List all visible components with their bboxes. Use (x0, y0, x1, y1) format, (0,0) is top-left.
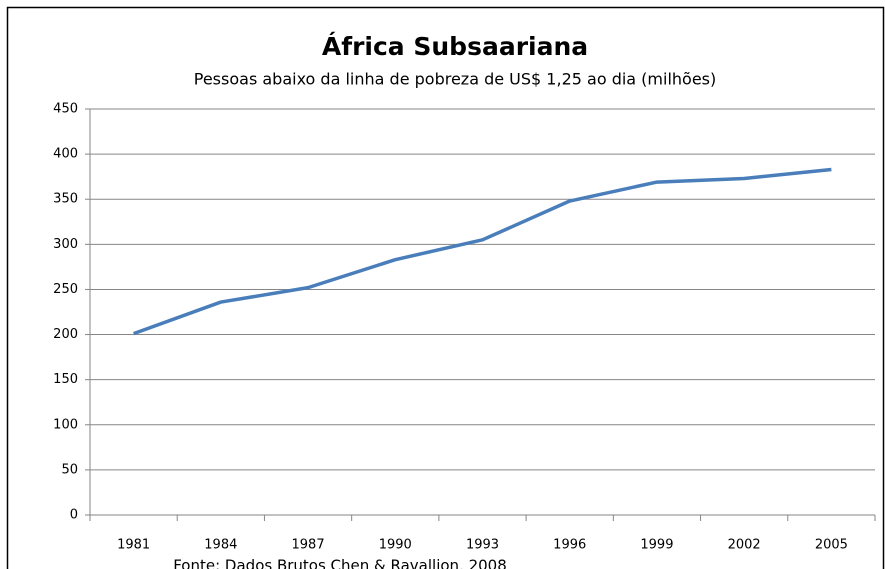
y-tick-label: 200 (53, 327, 78, 342)
x-tick-label: 1993 (466, 538, 499, 553)
x-tick-label: 1990 (379, 538, 412, 553)
y-tick-label: 0 (70, 508, 78, 523)
x-tick-label: 2005 (815, 538, 848, 553)
data-line (133, 167, 832, 336)
y-tick-label: 450 (53, 102, 78, 117)
x-tick-label: 1984 (204, 538, 237, 553)
y-tick-label: 250 (53, 282, 78, 297)
chart-frame (6, 6, 885, 569)
x-tick-label: 2002 (728, 538, 761, 553)
x-tick-label: 1987 (292, 538, 325, 553)
y-tick-label: 400 (53, 147, 78, 162)
y-tick-label: 150 (53, 372, 78, 387)
chart-title: África Subsaariana (322, 32, 588, 61)
y-tick-label: 50 (61, 462, 78, 477)
y-tick-label: 350 (53, 192, 78, 207)
x-tick-label: 1999 (640, 538, 673, 553)
x-tick-label: 1996 (553, 538, 586, 553)
y-tick-label: 100 (53, 417, 78, 432)
x-tick-label: 1981 (117, 538, 150, 553)
chart-subtitle: Pessoas abaixo da linha de pobreza de US… (194, 70, 717, 89)
source-note: Fonte: Dados Brutos Chen & Ravallion, 20… (173, 557, 507, 569)
y-tick-label: 300 (53, 237, 78, 252)
